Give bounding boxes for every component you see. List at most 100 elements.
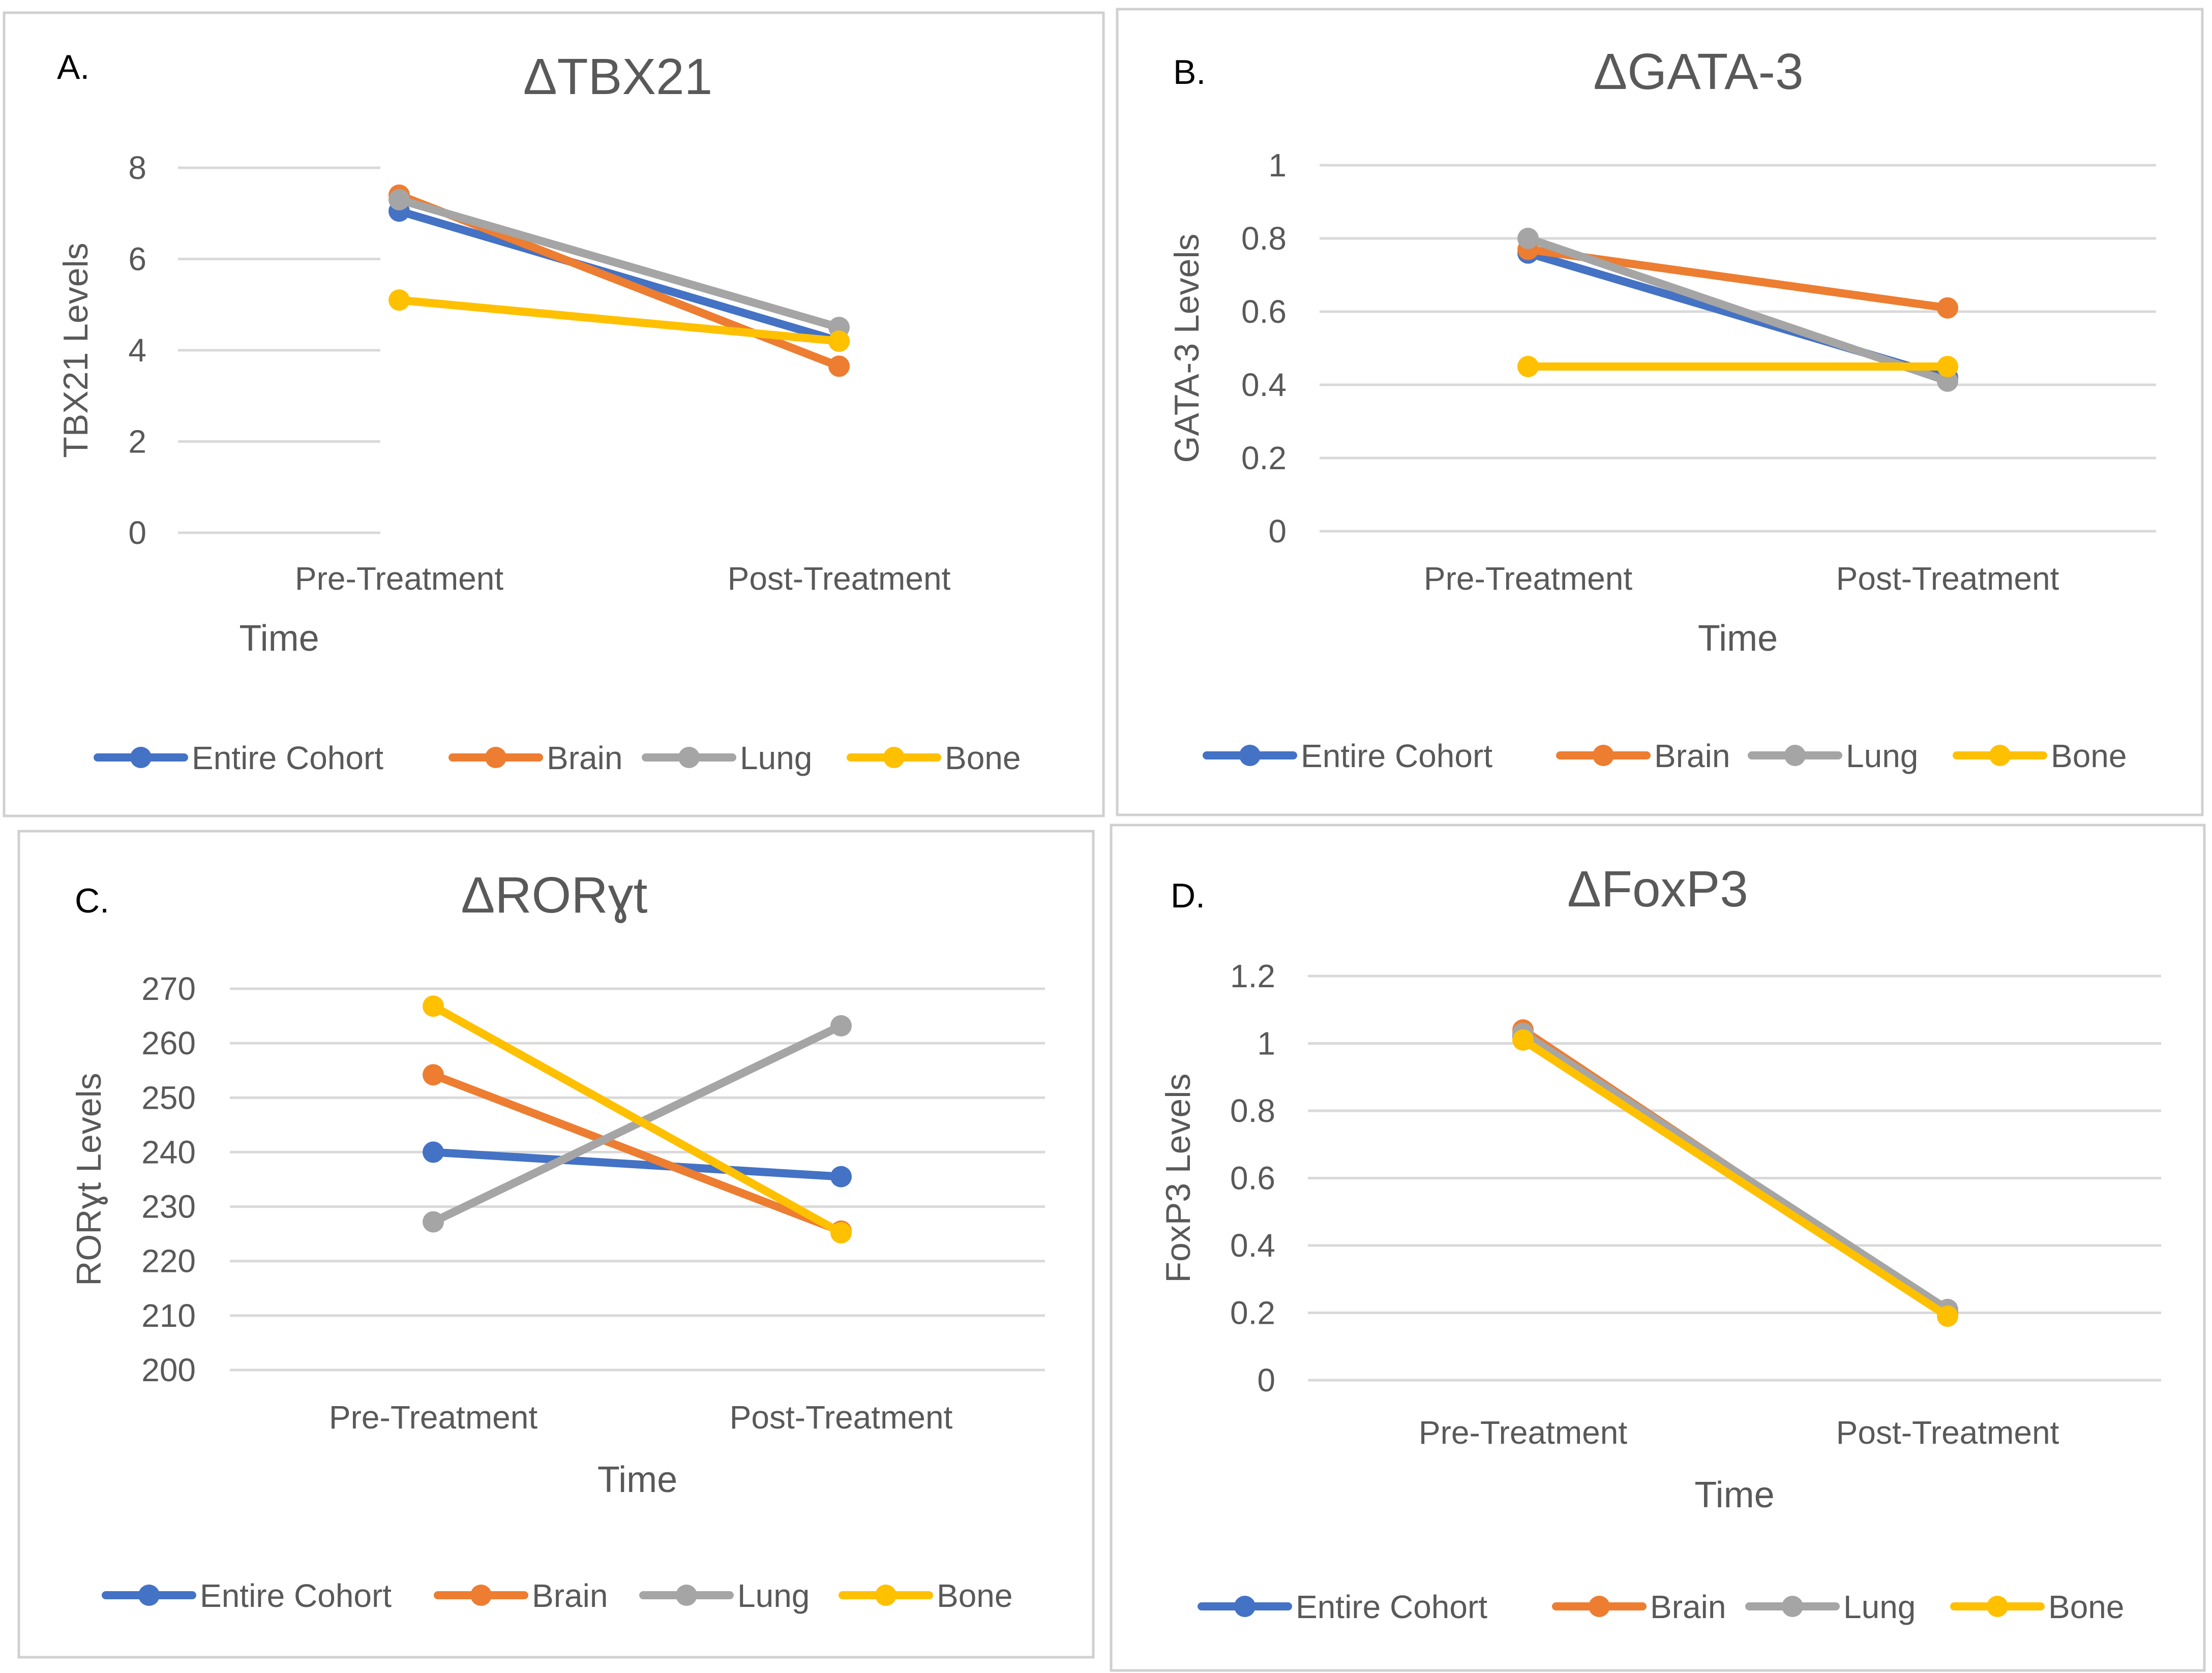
y-tick-label: 4 — [128, 332, 146, 369]
legend: Entire Cohort Brain Lung Bone — [102, 1577, 1012, 1614]
legend: Entire Cohort Brain Lung Bone — [1203, 738, 2127, 774]
panel-letter: C. — [75, 881, 109, 920]
data-point-bone — [1937, 1305, 1958, 1327]
x-tick-label: Pre-Treatment — [1424, 560, 1632, 597]
series-line-bone — [1519, 1036, 1952, 1321]
legend-marker-bone — [1989, 745, 2011, 766]
x-tick-label: Post-Treatment — [1836, 1414, 2059, 1451]
data-point-brain — [423, 1064, 444, 1086]
legend-marker-entire-cohort — [138, 1585, 160, 1606]
x-axis-label: Time — [239, 618, 319, 659]
series-bone — [1517, 356, 1958, 377]
data-point-lung — [423, 1211, 444, 1233]
legend-label-lung: Lung — [1843, 1589, 1916, 1625]
legend-label-bone: Bone — [2051, 738, 2127, 774]
y-tick-label: 2 — [128, 423, 146, 460]
legend-marker-brain — [485, 747, 506, 768]
chart-title: ΔGATA-3 — [1593, 43, 1803, 100]
chart-title: ΔTBX21 — [523, 48, 713, 105]
chart-title: ΔFoxP3 — [1567, 861, 1748, 918]
data-point-lung — [1517, 228, 1539, 249]
legend-label-brain: Brain — [547, 740, 622, 776]
legend-marker-bone — [875, 1585, 896, 1606]
x-tick-label: Post-Treatment — [730, 1399, 953, 1436]
y-axis-label: RORɣt Levels — [70, 1073, 108, 1286]
x-tick-label: Post-Treatment — [1836, 560, 2059, 597]
y-tick-label: 0.6 — [1230, 1160, 1275, 1197]
y-tick-label: 250 — [141, 1079, 196, 1116]
series-line-lung — [395, 195, 843, 332]
y-tick-label: 0.4 — [1230, 1227, 1275, 1264]
series-bone — [388, 289, 850, 352]
legend-label-brain: Brain — [532, 1577, 608, 1614]
data-point-bone — [1937, 356, 1958, 377]
data-point-bone — [1512, 1029, 1534, 1051]
legend-marker-lung — [676, 1585, 697, 1606]
y-tick-label: 1 — [1268, 147, 1287, 184]
x-tick-label: Pre-Treatment — [329, 1399, 537, 1436]
x-axis-label: Time — [597, 1459, 677, 1500]
series-entire-cohort — [423, 1141, 852, 1188]
y-tick-label: 6 — [128, 241, 146, 278]
panel-border — [3, 11, 1105, 817]
legend-marker-entire-cohort — [1239, 745, 1261, 766]
legend: Entire Cohort Brain Lung Bone — [1198, 1589, 2124, 1625]
series-line-lung — [1524, 234, 1952, 385]
legend-marker-bone — [1987, 1596, 2008, 1617]
legend-marker-lung — [678, 747, 700, 768]
y-tick-label: 260 — [141, 1025, 196, 1061]
legend-label-entire-cohort: Entire Cohort — [200, 1577, 392, 1614]
chart-panel-a: A. ΔTBX21 0 2 4 6 8 TBX21 Levels Pre-Treatment Po… — [3, 11, 1105, 817]
y-tick-label: 0.6 — [1241, 293, 1287, 330]
legend-label-bone: Bone — [937, 1577, 1012, 1614]
chart-panel-c: C. ΔRORɣt 200 210 220 230 240 250 260 270 RORɣt Le… — [17, 830, 1095, 1659]
y-tick-label: 200 — [141, 1352, 196, 1388]
y-tick-label: 230 — [141, 1189, 196, 1225]
legend-marker-brain — [1593, 745, 1614, 766]
data-point-bone — [830, 1222, 852, 1243]
y-tick-label: 0.2 — [1241, 440, 1287, 476]
data-point-lung — [388, 189, 410, 210]
legend-label-bone: Bone — [945, 740, 1021, 776]
y-tick-label: 240 — [141, 1134, 196, 1170]
series-lung — [1517, 228, 1958, 392]
legend-marker-bone — [883, 747, 905, 768]
panel-letter: A. — [57, 48, 89, 86]
y-tick-label: 270 — [141, 970, 196, 1007]
series-line-bone — [395, 296, 843, 346]
legend-label-lung: Lung — [1846, 738, 1918, 774]
y-tick-label: 0.8 — [1241, 220, 1287, 257]
y-tick-label: 210 — [141, 1297, 196, 1334]
panel-letter: D. — [1171, 876, 1205, 915]
data-point-bone — [388, 289, 410, 311]
panel-border — [17, 830, 1095, 1659]
legend-label-entire-cohort: Entire Cohort — [1296, 1589, 1487, 1625]
data-point-lung — [830, 1015, 852, 1037]
legend-label-lung: Lung — [740, 740, 812, 776]
y-tick-label: 0 — [1268, 513, 1287, 550]
legend-label-entire-cohort: Entire Cohort — [1301, 738, 1492, 774]
data-point-brain — [1937, 297, 1958, 319]
series-bone — [423, 995, 852, 1243]
series-line-lung — [1519, 1029, 1952, 1314]
x-tick-label: Pre-Treatment — [295, 560, 503, 597]
panel-border — [1110, 824, 2206, 1672]
data-point-entire-cohort — [423, 1141, 444, 1163]
data-point-brain — [828, 355, 850, 377]
chart-title: ΔRORɣt — [461, 867, 648, 924]
data-point-bone — [828, 330, 850, 352]
y-tick-label: 0.4 — [1241, 367, 1287, 403]
legend-label-lung: Lung — [737, 1577, 810, 1614]
legend-marker-lung — [1782, 1596, 1803, 1617]
legend-marker-entire-cohort — [130, 747, 152, 768]
data-point-lung — [1937, 370, 1958, 392]
x-tick-label: Post-Treatment — [728, 560, 951, 597]
y-tick-label: 0.2 — [1230, 1295, 1275, 1331]
legend-label-entire-cohort: Entire Cohort — [192, 740, 383, 776]
chart-panel-b: B. ΔGATA-3 0 0.2 0.4 0.6 0.8 1 GATA-3 Levels Pre-… — [1116, 8, 2204, 816]
series-line-entire-cohort — [429, 1148, 845, 1181]
data-point-bone — [1517, 356, 1539, 377]
legend-label-brain: Brain — [1654, 738, 1730, 774]
data-point-entire-cohort — [830, 1166, 852, 1188]
